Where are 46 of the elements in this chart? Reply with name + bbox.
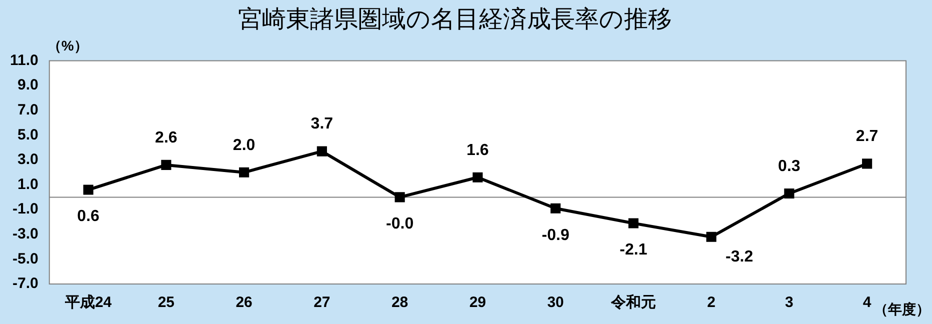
x-tick-label: 平成24	[64, 294, 112, 312]
data-label: 1.6	[466, 142, 489, 159]
data-label: -0.0	[386, 216, 414, 233]
point	[862, 158, 872, 169]
y-tick-label: 3.0	[18, 151, 38, 168]
data-label: -2.1	[620, 242, 648, 259]
data-label: 0.3	[778, 158, 800, 175]
y-tick-label: 1.0	[18, 176, 38, 193]
data-label: 3.7	[310, 116, 334, 133]
point	[394, 192, 405, 202]
y-tick-label: 7.0	[18, 102, 38, 119]
x-axis-title: （年度）	[874, 300, 930, 317]
data-label: 2.7	[856, 128, 878, 146]
x-tick-label: 26	[236, 294, 252, 312]
y-axis-title: （%）	[47, 38, 88, 54]
point	[83, 184, 94, 195]
x-tick-label: 28	[391, 294, 408, 312]
y-tick-label: -5.0	[12, 250, 38, 268]
chart-title: 宮崎東諸県圏域の名目経済成長率の推移	[238, 6, 672, 34]
x-tick-label: 27	[314, 294, 330, 312]
x-tick-label: 4	[862, 294, 872, 312]
point	[316, 146, 327, 156]
point	[784, 188, 794, 199]
point	[161, 160, 172, 170]
point	[472, 172, 483, 182]
data-label: -3.2	[726, 248, 754, 266]
y-tick-label: -7.0	[12, 275, 38, 292]
x-tick-label: 30	[547, 294, 564, 312]
x-tick-label: 29	[469, 294, 486, 312]
y-tick-label: -1.0	[12, 200, 38, 218]
x-tick-label: 25	[158, 294, 175, 312]
point	[628, 218, 638, 228]
x-tick-label: 3	[785, 294, 794, 312]
data-label: 2.6	[155, 129, 178, 146]
y-tick-label: 11.0	[10, 52, 38, 69]
point	[550, 203, 561, 214]
data-label: 0.6	[77, 208, 100, 226]
x-tick-label: 令和元	[610, 294, 656, 312]
data-label: 2.0	[232, 136, 256, 154]
y-tick-label: -3.0	[12, 226, 38, 243]
point	[706, 232, 716, 242]
x-tick-label: 2	[707, 294, 716, 312]
y-tick-label: 9.0	[18, 76, 38, 94]
point	[239, 167, 250, 178]
y-tick-label: 5.0	[18, 126, 38, 144]
data-label: -0.9	[542, 226, 570, 244]
